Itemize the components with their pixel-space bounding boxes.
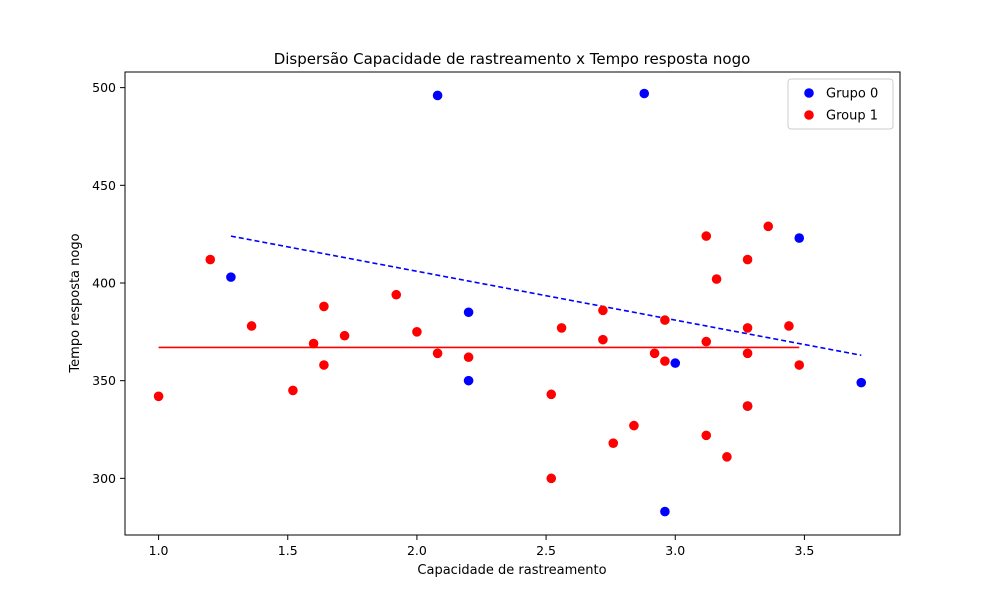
point-series-1-7 [339,330,350,341]
point-series-1-30 [742,401,753,411]
point-series-1-14 [556,323,567,333]
point-series-1-3 [288,385,298,396]
plot-area [153,88,867,517]
point-series-1-26 [722,452,732,462]
point-series-0-0 [226,272,236,282]
point-series-1-11 [463,352,474,363]
y-tick-label-3: 450 [92,178,116,193]
y-tick-label-0: 300 [92,471,116,486]
point-series-1-1 [205,254,216,265]
y-axis: 300 350 400 450 500 [92,80,125,486]
point-series-1-32 [784,321,794,331]
point-series-0-8 [794,233,805,243]
point-series-1-10 [432,348,443,359]
x-axis-label: Capacidade de rastreamento [417,563,606,578]
point-series-1-4 [308,338,319,349]
x-tick-label-2: 2.0 [407,543,427,558]
legend-label-0: Grupo 0 [826,87,878,102]
legend-box [787,78,894,130]
chart-title: Dispersão Capacidade de rastreamento x T… [274,50,751,68]
point-series-1-23 [701,336,712,347]
point-series-1-13 [546,473,557,484]
point-series-1-22 [701,231,712,241]
x-axis: 1.0 1.5 2.0 2.5 3.0 3.5 [149,535,814,558]
point-series-1-12 [546,389,557,400]
legend-label-1: Group 1 [826,109,878,124]
point-series-1-20 [660,315,670,325]
x-tick-label-1: 1.5 [278,543,298,558]
point-series-1-15 [598,305,608,316]
trend-line-series-0 [230,235,862,357]
point-series-1-17 [608,438,619,448]
point-series-1-5 [319,301,329,312]
legend: Grupo 0 Group 1 [787,78,894,130]
point-series-1-31 [763,221,774,232]
x-tick-label-5: 3.5 [794,543,814,558]
point-series-0-4 [639,88,650,99]
point-series-1-28 [742,323,753,333]
point-series-1-2 [246,321,257,331]
point-series-0-3 [463,375,474,386]
y-axis-label: Tempo resposta nogo [68,233,83,373]
x-tick-label-3: 2.5 [536,543,556,558]
point-series-0-5 [670,358,681,368]
point-series-1-8 [391,289,402,300]
point-series-1-29 [742,348,753,359]
point-series-1-6 [319,360,329,370]
legend-marker-0 [804,88,814,98]
point-series-0-2 [463,307,474,318]
legend-marker-1 [804,110,814,120]
point-series-1-18 [629,420,639,431]
point-series-1-16 [598,334,608,345]
point-series-1-25 [711,274,722,284]
y-tick-label-1: 350 [92,373,116,388]
point-series-1-33 [794,360,805,370]
point-series-0-1 [432,90,443,101]
point-series-1-9 [412,327,422,337]
point-series-1-19 [649,348,660,359]
point-series-1-0 [153,391,164,402]
point-series-1-21 [660,356,670,366]
y-tick-label-2: 400 [92,275,116,290]
x-tick-label-0: 1.0 [149,543,169,558]
plot-frame [124,71,901,536]
point-series-0-9 [856,377,867,388]
point-series-0-6 [660,506,670,517]
point-series-1-24 [701,430,712,441]
x-tick-label-4: 3.0 [665,543,685,558]
y-tick-label-4: 500 [92,80,116,95]
point-series-1-27 [742,254,753,265]
